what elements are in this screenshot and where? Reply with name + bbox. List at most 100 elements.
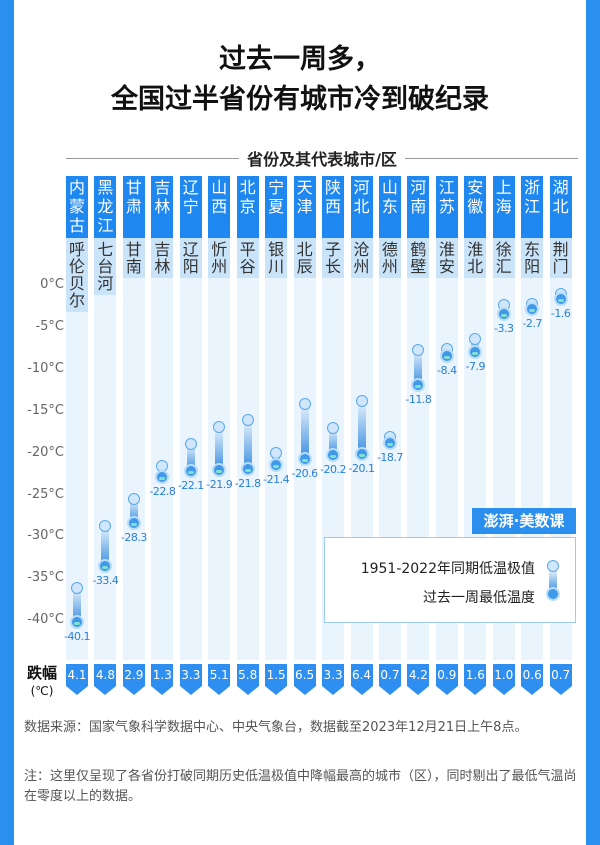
province-label: 安徽 — [464, 176, 487, 238]
recent-low-label: -20.2 — [320, 463, 347, 477]
title-line-2: 全国过半省份有城市冷到破纪录 — [111, 84, 489, 115]
city-label: 呼伦贝尔 — [66, 238, 88, 312]
province-label: 天津 — [293, 176, 316, 238]
logo: 澎湃·美数课 — [472, 508, 576, 534]
drop-value: 0.9 — [435, 664, 458, 695]
drop-label-text: 跌幅 — [26, 664, 57, 682]
column-bg — [122, 176, 145, 660]
recent-low-label: -21.4 — [263, 473, 290, 487]
recent-low-marker — [70, 615, 84, 630]
historical-low-marker — [298, 398, 311, 411]
city-label: 荆门 — [549, 238, 572, 278]
city-label: 德州 — [378, 238, 401, 278]
drop-value: 3.3 — [179, 664, 202, 695]
drop-value: 4.1 — [66, 664, 88, 695]
province-label: 陕西 — [322, 176, 345, 238]
column-bg — [208, 176, 231, 660]
recent-low-label: -28.3 — [120, 531, 147, 545]
historical-low-marker — [99, 519, 112, 532]
recent-low-marker — [553, 292, 568, 307]
province-label: 山东 — [378, 176, 401, 238]
column-bg — [179, 176, 202, 660]
drop-value: 4.8 — [94, 664, 117, 695]
recent-low-marker — [269, 458, 284, 473]
recent-low-marker — [297, 451, 312, 466]
drop-value: 1.5 — [265, 664, 288, 695]
province-label: 湖北 — [549, 176, 572, 238]
historical-low-marker — [412, 343, 425, 356]
city-label: 甘南 — [122, 238, 145, 278]
city-label: 沧州 — [350, 238, 373, 278]
recent-low-marker — [525, 301, 540, 316]
recent-low-label: -1.6 — [550, 307, 571, 321]
drop-value: 1.3 — [151, 664, 174, 695]
drop-value: 6.4 — [350, 664, 373, 695]
recent-low-label: -7.9 — [465, 360, 486, 374]
recent-low-label: -2.7 — [522, 316, 542, 330]
city-label: 淮安 — [435, 238, 458, 278]
y-tick-label: -10°C — [27, 360, 64, 376]
recent-low-marker — [183, 464, 198, 479]
historical-low-marker — [71, 581, 83, 594]
legend-stem — [549, 570, 557, 592]
drop-value: 5.8 — [236, 664, 259, 695]
recent-low-label: -8.4 — [437, 364, 457, 378]
city-label: 淮北 — [464, 238, 487, 278]
recent-low-label: -22.8 — [149, 485, 176, 499]
y-tick-label: -30°C — [27, 528, 64, 544]
title-line-1: 过去一周多， — [219, 44, 381, 75]
dumbbell-stem — [414, 349, 423, 385]
recent-low-marker — [354, 447, 369, 462]
dumbbell-stem — [101, 525, 110, 566]
province-label: 内蒙古 — [66, 176, 88, 238]
dumbbell-stem — [243, 420, 252, 469]
drop-value: 1.6 — [464, 664, 487, 695]
historical-low-marker — [184, 437, 197, 450]
legend: 1951-2022年同期低温极值 过去一周最低温度 — [324, 537, 576, 623]
recent-low-label: -21.8 — [234, 476, 261, 490]
recent-low-marker — [326, 448, 341, 463]
y-tick-label: 0°C — [40, 277, 64, 292]
city-label: 银川 — [265, 238, 288, 278]
historical-low-marker — [355, 394, 368, 407]
drop-value: 4.2 — [407, 664, 430, 695]
province-label: 黑龙江 — [94, 176, 117, 238]
province-label: 北京 — [236, 176, 259, 238]
column-bg — [94, 176, 117, 660]
recent-low-marker — [212, 462, 227, 477]
province-label: 上海 — [492, 176, 515, 238]
province-label: 江苏 — [435, 176, 458, 238]
city-label: 东阳 — [521, 238, 544, 278]
drop-label: 跌幅 (℃) — [20, 664, 64, 700]
recent-low-marker — [382, 435, 397, 450]
city-label: 徐汇 — [492, 238, 515, 278]
historical-low-marker — [213, 420, 226, 433]
recent-low-marker — [126, 516, 141, 531]
column-bg — [151, 176, 174, 660]
subtitle-text: 省份及其代表城市/区 — [247, 150, 397, 169]
province-label: 辽宁 — [179, 176, 202, 238]
province-label: 河南 — [407, 176, 430, 238]
drop-value: 6.5 — [293, 664, 316, 695]
province-label: 宁夏 — [265, 176, 288, 238]
recent-low-marker — [496, 306, 511, 321]
city-label: 辽阳 — [179, 238, 202, 278]
recent-low-label: -18.7 — [376, 450, 403, 464]
historical-low-marker — [127, 492, 140, 505]
y-tick-label: -40°C — [27, 612, 64, 628]
drop-value: 0.7 — [549, 664, 572, 695]
legend-recent: 过去一周最低温度 — [423, 590, 535, 606]
left-frame — [0, 0, 14, 845]
recent-low-label: -22.1 — [177, 479, 204, 493]
historical-low-marker — [241, 414, 254, 427]
recent-low-marker — [439, 349, 454, 364]
historical-low-marker — [469, 332, 482, 345]
recent-low-marker — [98, 558, 113, 573]
recent-low-label: -11.8 — [405, 392, 432, 406]
recent-low-marker — [411, 377, 426, 392]
drop-value: 3.3 — [322, 664, 345, 695]
dumbbell-stem — [73, 587, 81, 623]
recent-low-label: -20.1 — [348, 462, 375, 476]
drop-unit: (℃) — [30, 684, 54, 698]
